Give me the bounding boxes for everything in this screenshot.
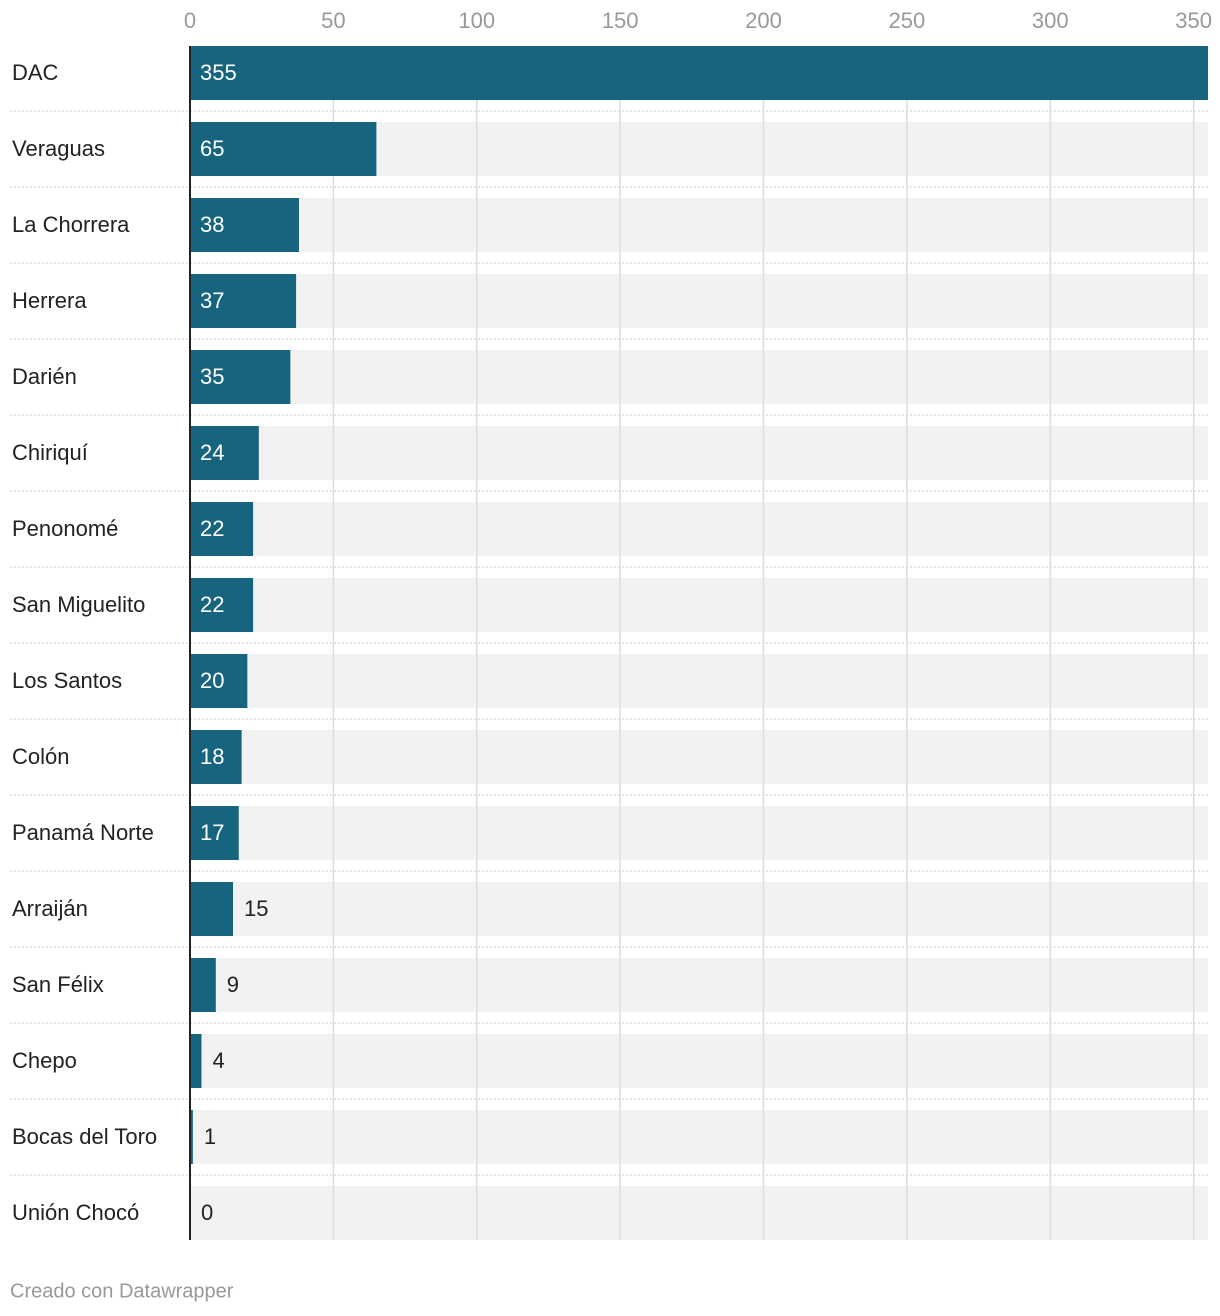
category-label: Penonomé	[12, 516, 118, 541]
row-background	[190, 350, 1208, 404]
category-label: La Chorrera	[12, 212, 130, 237]
value-label: 4	[212, 1048, 224, 1073]
row-background	[190, 502, 1208, 556]
value-label: 9	[227, 972, 239, 997]
footer: Creado con Datawrapper	[10, 1280, 234, 1302]
bar	[190, 198, 299, 252]
value-label: 17	[200, 820, 224, 845]
row-background	[190, 654, 1208, 708]
category-label: Arraiján	[12, 896, 88, 921]
category-label: Los Santos	[12, 668, 122, 693]
row-background	[190, 1186, 1208, 1240]
value-label: 37	[200, 288, 224, 313]
x-tick-label: 350	[1175, 8, 1212, 33]
value-label: 355	[200, 60, 237, 85]
category-label: Veraguas	[12, 136, 105, 161]
value-label: 22	[200, 592, 224, 617]
x-tick-label: 250	[889, 8, 926, 33]
category-label: DAC	[12, 60, 59, 85]
value-label: 0	[201, 1200, 213, 1225]
bar	[190, 46, 1208, 100]
row-background	[190, 578, 1208, 632]
value-label: 38	[200, 212, 224, 237]
value-label: 65	[200, 136, 224, 161]
row-background	[190, 1110, 1208, 1164]
value-label: 24	[200, 440, 224, 465]
value-label: 15	[244, 896, 268, 921]
row-background	[190, 882, 1208, 936]
bar	[190, 274, 297, 328]
category-label: Chepo	[12, 1048, 77, 1073]
row-background	[190, 806, 1208, 860]
category-label: San Félix	[12, 972, 104, 997]
x-tick-label: 150	[602, 8, 639, 33]
x-tick-label: 200	[745, 8, 782, 33]
bar	[190, 350, 291, 404]
bar	[190, 654, 248, 708]
value-label: 35	[200, 364, 224, 389]
category-label: Herrera	[12, 288, 87, 313]
bar	[190, 122, 377, 176]
x-tick-label: 300	[1032, 8, 1069, 33]
value-label: 20	[200, 668, 224, 693]
category-label: Bocas del Toro	[12, 1124, 157, 1149]
category-label: Panamá Norte	[12, 820, 154, 845]
row-background	[190, 730, 1208, 784]
bar	[190, 578, 254, 632]
row-background	[190, 426, 1208, 480]
bar	[190, 426, 259, 480]
bar	[190, 958, 216, 1012]
bar	[190, 730, 242, 784]
value-label: 1	[204, 1124, 216, 1149]
row-background	[190, 198, 1208, 252]
bar	[190, 1110, 193, 1164]
category-label: Unión Chocó	[12, 1200, 139, 1225]
bar	[190, 1034, 202, 1088]
value-label: 22	[200, 516, 224, 541]
category-label: San Miguelito	[12, 592, 145, 617]
bar	[190, 502, 254, 556]
bar	[190, 806, 239, 860]
x-tick-label: 0	[184, 8, 196, 33]
x-tick-label: 100	[458, 8, 495, 33]
bar	[190, 882, 234, 936]
row-background	[190, 1034, 1208, 1088]
value-label: 18	[200, 744, 224, 769]
category-label: Colón	[12, 744, 69, 769]
category-label: Chiriquí	[12, 440, 88, 465]
row-background	[190, 958, 1208, 1012]
x-tick-label: 50	[321, 8, 345, 33]
category-label: Darién	[12, 364, 77, 389]
row-background	[190, 274, 1208, 328]
